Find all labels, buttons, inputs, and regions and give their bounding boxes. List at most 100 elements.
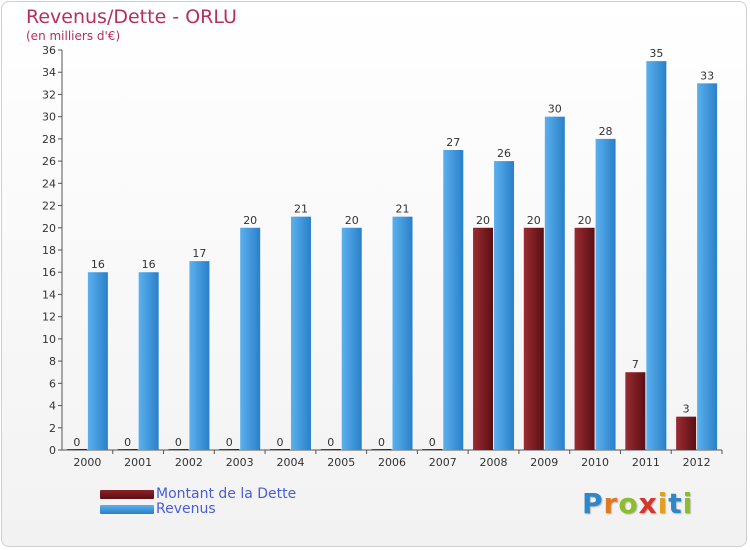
y-tick-label: 14 [42, 288, 56, 301]
data-label: 0 [378, 436, 385, 449]
bar-dette[interactable] [320, 449, 341, 450]
bar-revenus[interactable] [240, 227, 261, 450]
legend-swatch-dette [100, 490, 154, 499]
data-label: 20 [476, 214, 490, 227]
logo-letter: o [618, 487, 639, 520]
data-label: 27 [446, 136, 460, 149]
legend-item-dette[interactable]: Montant de la Dette [100, 487, 296, 502]
y-tick-label: 32 [42, 88, 56, 101]
y-tick-label: 10 [42, 333, 56, 346]
bar-dette[interactable] [117, 449, 138, 450]
x-tick-label: 2000 [73, 456, 101, 469]
y-tick-label: 22 [42, 200, 56, 213]
data-label: 0 [175, 436, 182, 449]
data-label: 20 [345, 214, 359, 227]
logo-letter: t [668, 487, 683, 520]
data-label: 21 [294, 203, 308, 216]
data-label: 16 [91, 258, 105, 271]
data-label: 17 [192, 247, 206, 260]
bar-dette[interactable] [422, 449, 443, 450]
y-tick-label: 6 [49, 377, 56, 390]
bar-revenus[interactable] [697, 83, 718, 450]
y-tick-label: 12 [42, 311, 56, 324]
legend-label-dette: Montant de la Dette [156, 486, 297, 502]
proxiti-logo: Proxiti [582, 487, 693, 520]
x-tick-label: 2005 [327, 456, 355, 469]
y-tick-label: 18 [42, 244, 56, 257]
x-tick-label: 2003 [226, 456, 254, 469]
logo-letter: i [682, 487, 694, 520]
bar-revenus[interactable] [290, 216, 311, 450]
x-tick-label: 2011 [632, 456, 660, 469]
data-label: 30 [548, 103, 562, 116]
legend-item-revenus[interactable]: Revenus [100, 502, 296, 517]
bar-dette[interactable] [168, 449, 189, 450]
bar-revenus[interactable] [443, 150, 464, 450]
logo-letter: P [582, 487, 604, 520]
bar-revenus[interactable] [392, 216, 413, 450]
bar-dette[interactable] [574, 227, 595, 450]
legend-swatch-revenus [100, 505, 154, 514]
y-tick-label: 2 [49, 422, 56, 435]
data-label: 35 [649, 47, 663, 60]
data-label: 16 [142, 258, 156, 271]
bar-revenus[interactable] [595, 138, 616, 450]
chart-subtitle: (en milliers d'€) [26, 29, 121, 43]
y-tick-label: 4 [49, 400, 56, 413]
bar-revenus[interactable] [544, 116, 565, 451]
bar-dette[interactable] [269, 449, 290, 450]
bar-dette[interactable] [625, 372, 646, 450]
x-tick-label: 2001 [124, 456, 152, 469]
x-tick-label: 2004 [276, 456, 304, 469]
x-tick-label: 2009 [530, 456, 558, 469]
y-tick-label: 26 [42, 155, 56, 168]
x-tick-label: 2006 [378, 456, 406, 469]
bar-dette[interactable] [371, 449, 392, 450]
bar-dette[interactable] [473, 227, 494, 450]
data-label: 3 [683, 403, 690, 416]
data-label: 20 [578, 214, 592, 227]
data-label: 0 [327, 436, 334, 449]
data-label: 26 [497, 147, 511, 160]
bar-revenus[interactable] [494, 161, 515, 450]
legend-label-revenus: Revenus [156, 501, 216, 517]
bar-revenus[interactable] [87, 272, 108, 450]
y-tick-label: 16 [42, 266, 56, 279]
logo-letter: x [638, 487, 658, 520]
data-label: 0 [429, 436, 436, 449]
y-tick-label: 8 [49, 355, 56, 368]
y-tick-label: 36 [42, 44, 56, 57]
bar-dette[interactable] [676, 416, 697, 450]
bar-dette[interactable] [66, 449, 87, 450]
y-tick-label: 30 [42, 111, 56, 124]
bar-revenus[interactable] [341, 227, 362, 450]
logo-letter: i [657, 487, 669, 520]
data-label: 0 [73, 436, 80, 449]
bar-revenus[interactable] [189, 261, 210, 450]
data-label: 0 [226, 436, 233, 449]
bar-dette[interactable] [523, 227, 544, 450]
x-tick-label: 2012 [683, 456, 711, 469]
logo-letter: r [603, 487, 619, 520]
legend: Montant de la Dette Revenus [100, 487, 296, 517]
bar-revenus[interactable] [138, 272, 159, 450]
y-tick-label: 28 [42, 133, 56, 146]
x-tick-label: 2002 [175, 456, 203, 469]
y-tick-label: 34 [42, 66, 56, 79]
x-tick-label: 2008 [480, 456, 508, 469]
data-label: 28 [599, 125, 613, 138]
y-tick-label: 24 [42, 177, 56, 190]
y-tick-label: 0 [49, 444, 56, 457]
y-tick-label: 20 [42, 222, 56, 235]
data-label: 20 [243, 214, 257, 227]
bar-dette[interactable] [219, 449, 240, 450]
data-label: 21 [396, 203, 410, 216]
data-label: 33 [700, 69, 714, 82]
data-label: 0 [276, 436, 283, 449]
data-label: 20 [527, 214, 541, 227]
bar-revenus[interactable] [646, 61, 667, 450]
data-label: 7 [632, 358, 639, 371]
x-tick-label: 2007 [429, 456, 457, 469]
